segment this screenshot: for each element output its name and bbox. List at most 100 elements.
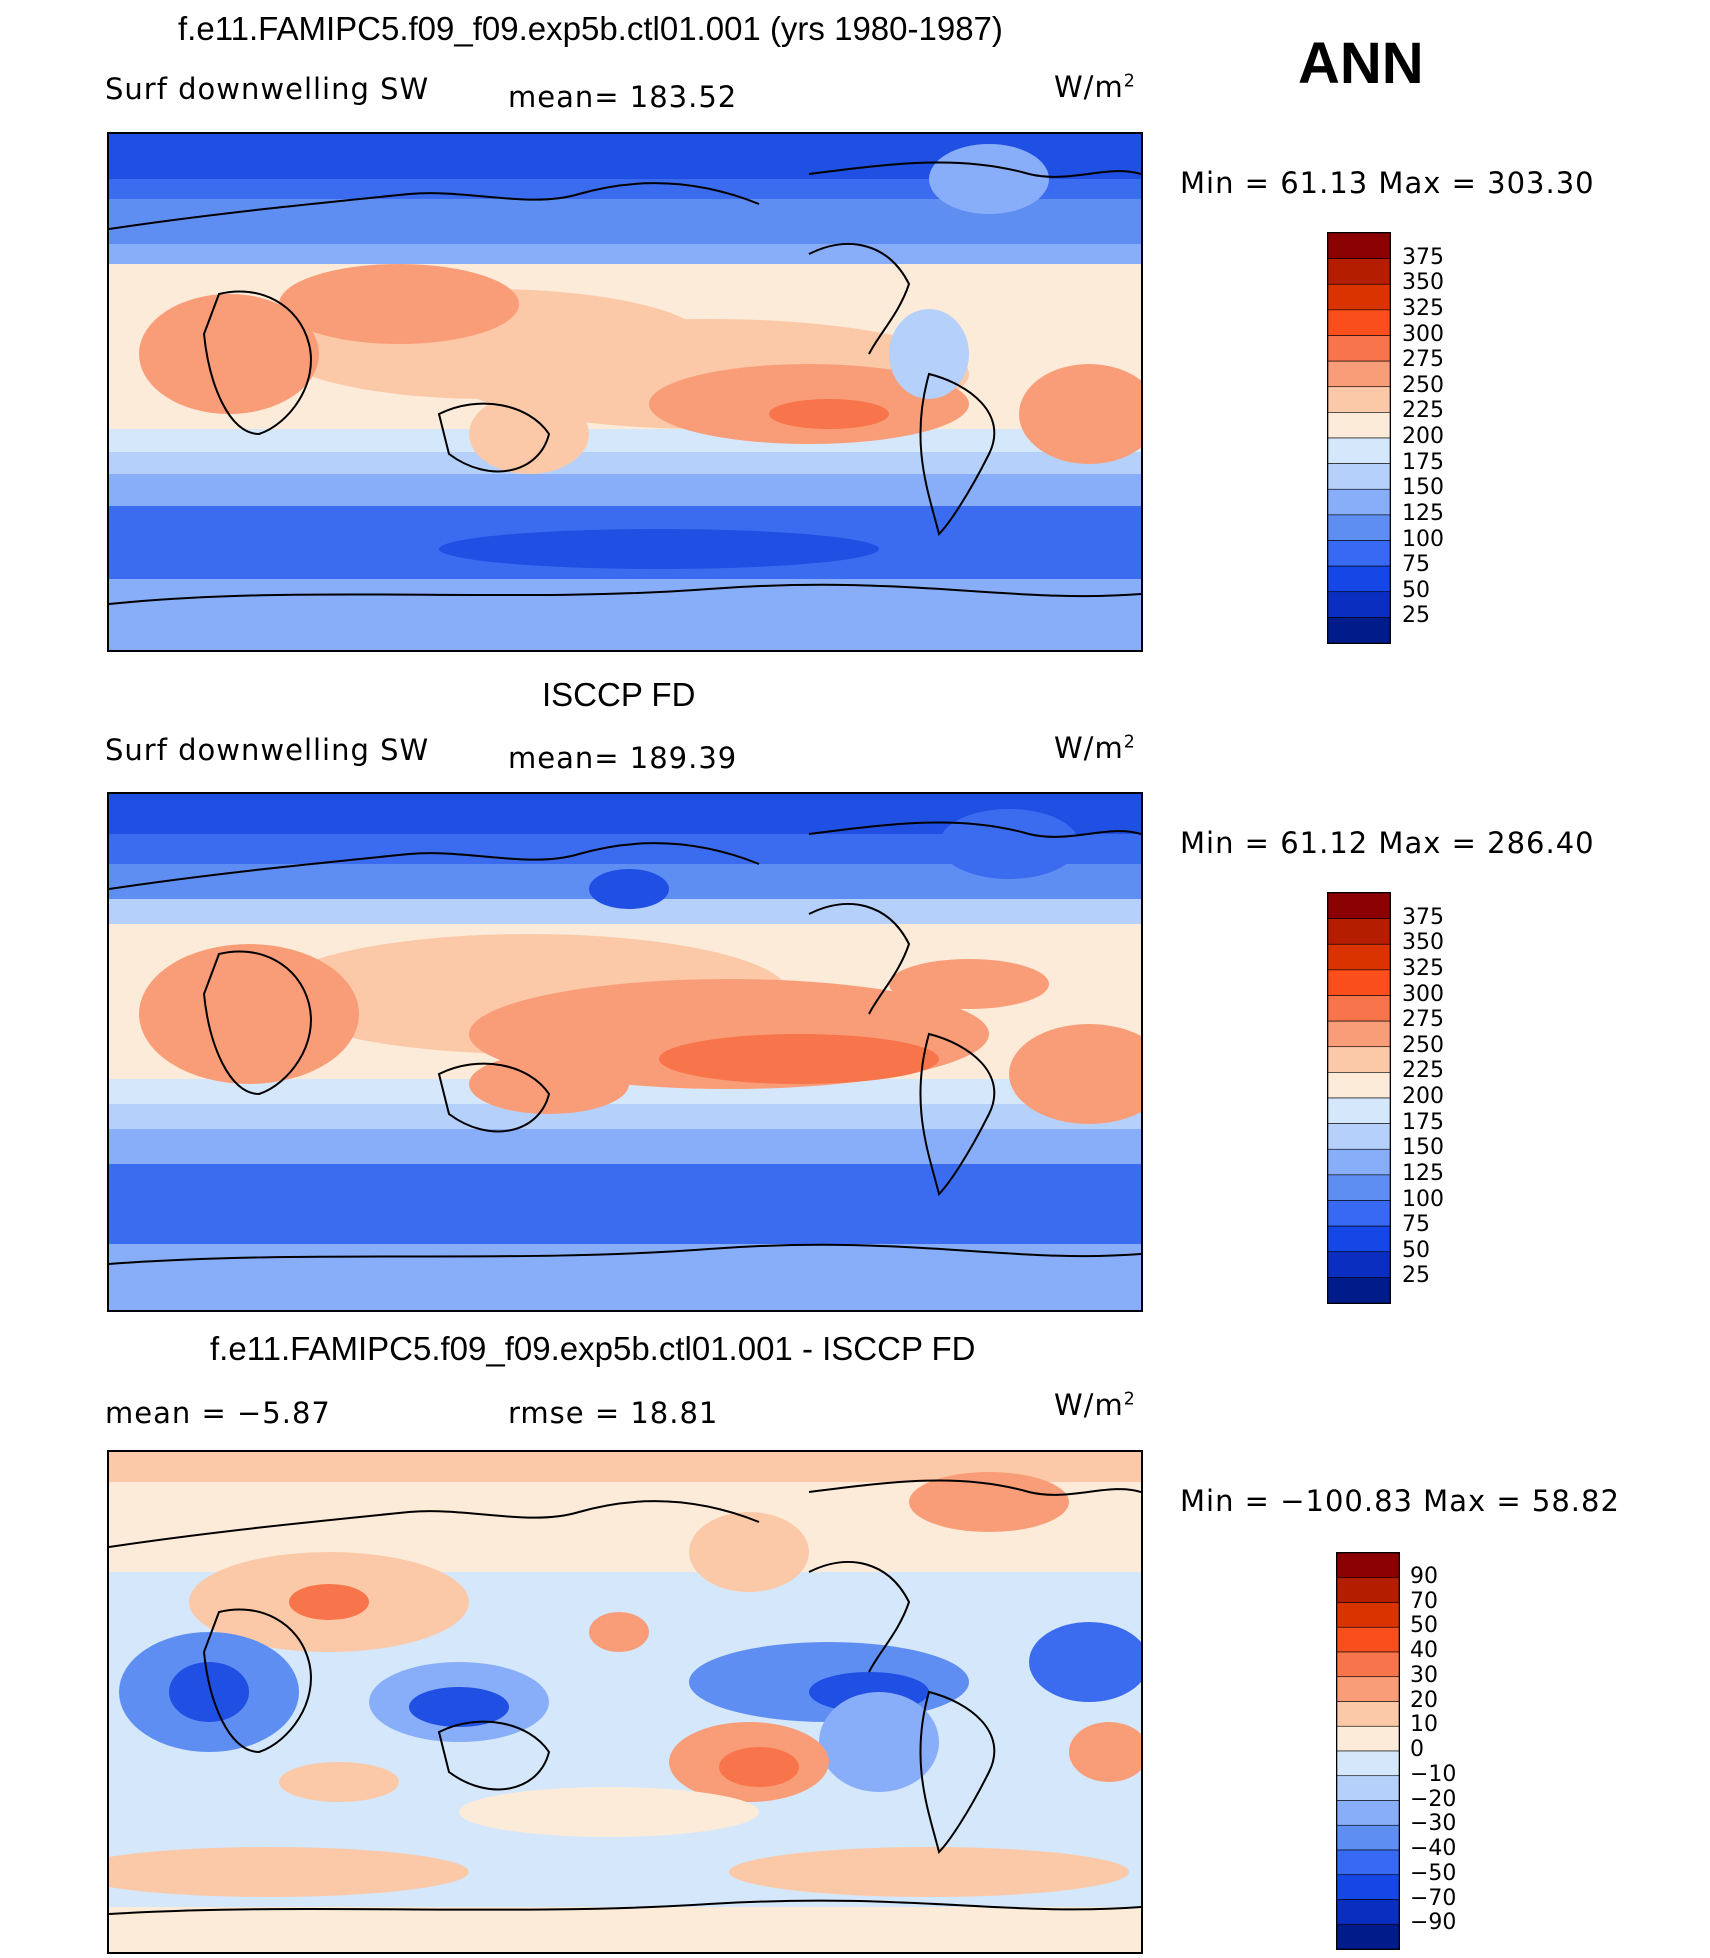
colorbar-tick-label: 100 [1402, 526, 1444, 552]
colorbar-tick-label: 20 [1410, 1687, 1438, 1713]
panel2-mean-label: mean= 189.39 [508, 741, 738, 775]
panel1-units: W/m2 [1054, 70, 1136, 104]
panel3-minmax: Min = −100.83 Max = 58.82 [1180, 1484, 1620, 1518]
panel1-variable-label: Surf downwelling SW [105, 72, 430, 106]
colorbar-swatch [1327, 1174, 1391, 1201]
colorbar-tick-label: 0 [1410, 1737, 1424, 1762]
panel1-colorbar-svg [1327, 232, 1391, 644]
panel1-colorbar [1327, 232, 1391, 644]
colorbar-tick-label: 50 [1402, 577, 1430, 603]
colorbar-swatch [1336, 1651, 1400, 1678]
colorbar-tick-label: −20 [1410, 1786, 1457, 1812]
colorbar-tick-label: 250 [1402, 1032, 1444, 1058]
colorbar-tick-label: 150 [1402, 475, 1444, 501]
colorbar-tick-label: 10 [1410, 1712, 1438, 1738]
colorbar-swatch [1336, 1824, 1400, 1851]
colorbar-tick-label: −70 [1410, 1885, 1457, 1911]
colorbar-tick-label: 40 [1410, 1638, 1438, 1663]
colorbar-tick-label: 375 [1402, 244, 1444, 270]
colorbar-tick-label: 75 [1402, 1212, 1430, 1238]
panel2-variable-label: Surf downwelling SW [105, 733, 430, 767]
colorbar-tick-label: 75 [1402, 552, 1430, 578]
colorbar-swatch [1327, 943, 1391, 971]
colorbar-swatch [1327, 335, 1391, 362]
colorbar-swatch [1327, 1225, 1391, 1253]
colorbar-tick-label: 125 [1402, 500, 1444, 526]
panel1-colorbar-labels: 375 350 325 300 275 250 225 200 175 150 125 100 75 50… [1402, 232, 1482, 642]
colorbar-tick-label: 350 [1402, 930, 1444, 956]
panel1-map [107, 132, 1143, 652]
colorbar-swatch [1336, 1899, 1400, 1925]
colorbar-swatch [1327, 514, 1391, 541]
colorbar-swatch [1327, 995, 1391, 1022]
colorbar-swatch [1327, 488, 1391, 516]
colorbar-swatch [1327, 1072, 1391, 1099]
colorbar-tick-label: 350 [1402, 270, 1444, 296]
colorbar-swatch [1327, 463, 1391, 490]
colorbar-swatch [1327, 1251, 1391, 1278]
panel2-colorbar-labels: 375 350 325 300 275 250 225 200 175 150 125 100 75 50… [1402, 892, 1482, 1302]
colorbar-tick-label: 325 [1402, 295, 1444, 321]
panel3-colorbar-svg [1336, 1552, 1400, 1950]
colorbar-swatch [1327, 969, 1391, 996]
colorbar-swatch [1336, 1552, 1400, 1579]
panel3-rmse-label: rmse = 18.81 [508, 1396, 719, 1430]
colorbar-tick-label: 25 [1402, 603, 1430, 629]
panel3-map-svg [109, 1452, 1141, 1952]
panel2-colorbar-svg [1327, 892, 1391, 1304]
colorbar-swatch [1327, 258, 1391, 285]
colorbar-swatch [1327, 360, 1391, 388]
colorbar-swatch [1336, 1923, 1400, 1950]
colorbar-tick-label: 225 [1402, 398, 1444, 424]
colorbar-swatch [1327, 565, 1391, 593]
colorbar-swatch [1336, 1577, 1400, 1603]
colorbar-swatch [1327, 386, 1391, 413]
panel2-map [107, 792, 1143, 1312]
colorbar-tick-label: 275 [1402, 347, 1444, 373]
colorbar-swatch [1327, 1148, 1391, 1176]
colorbar-tick-label: 175 [1402, 1109, 1444, 1135]
colorbar-tick-label: 25 [1402, 1263, 1430, 1289]
colorbar-swatch [1327, 1097, 1391, 1124]
colorbar-tick-label: 125 [1402, 1160, 1444, 1186]
colorbar-tick-label: 50 [1410, 1613, 1438, 1639]
colorbar-tick-label: 200 [1402, 424, 1444, 449]
season-label: ANN [1298, 31, 1424, 96]
colorbar-tick-label: 300 [1402, 981, 1444, 1007]
panel2-colorbar [1327, 892, 1391, 1304]
panel1-map-svg [109, 134, 1141, 650]
colorbar-swatch [1327, 1277, 1391, 1304]
colorbar-swatch [1327, 1123, 1391, 1150]
colorbar-tick-label: 90 [1410, 1563, 1438, 1589]
colorbar-swatch [1336, 1626, 1400, 1653]
colorbar-swatch [1327, 540, 1391, 567]
colorbar-tick-label: 225 [1402, 1058, 1444, 1084]
colorbar-swatch [1327, 1046, 1391, 1073]
colorbar-swatch [1327, 437, 1391, 464]
colorbar-swatch [1327, 591, 1391, 618]
colorbar-tick-label: −40 [1410, 1836, 1457, 1861]
panel2-minmax: Min = 61.12 Max = 286.40 [1180, 826, 1595, 860]
colorbar-swatch [1327, 412, 1391, 439]
colorbar-tick-label: 300 [1402, 321, 1444, 347]
colorbar-swatch [1336, 1725, 1400, 1752]
colorbar-swatch [1327, 309, 1391, 336]
panel1-minmax: Min = 61.13 Max = 303.30 [1180, 166, 1595, 200]
panel1-title: f.e11.FAMIPC5.f09_f09.exp5b.ctl01.001 (y… [178, 10, 1003, 47]
colorbar-tick-label: 200 [1402, 1084, 1444, 1109]
panel3-units: W/m2 [1054, 1388, 1136, 1422]
colorbar-tick-label: 175 [1402, 449, 1444, 475]
colorbar-tick-label: −90 [1410, 1910, 1457, 1936]
colorbar-tick-label: 375 [1402, 904, 1444, 930]
colorbar-swatch [1327, 918, 1391, 945]
panel2-title: ISCCP FD [542, 676, 696, 713]
colorbar-tick-label: 150 [1402, 1135, 1444, 1161]
panel2-map-svg [109, 794, 1141, 1310]
panel3-colorbar-labels: 90 70 50 40 30 20 10 0 −10 −20 −30 −40 −50 −70 −90 [1410, 1552, 1490, 1948]
colorbar-swatch [1327, 892, 1391, 919]
colorbar-tick-label: −10 [1410, 1761, 1457, 1787]
panel3-mean-label: mean = −5.87 [105, 1396, 331, 1430]
colorbar-tick-label: −30 [1410, 1811, 1457, 1837]
colorbar-swatch [1327, 1200, 1391, 1227]
panel3-title: f.e11.FAMIPC5.f09_f09.exp5b.ctl01.001 - … [210, 1330, 976, 1367]
